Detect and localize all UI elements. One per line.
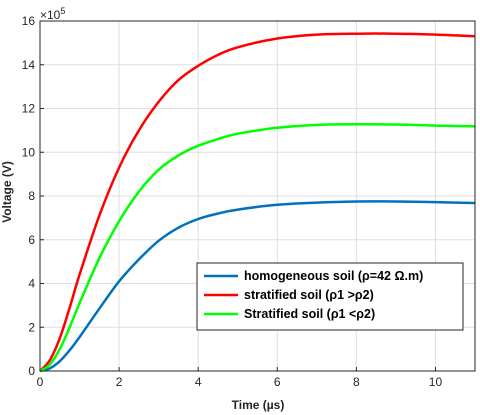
y-tick-label: 10 (22, 145, 36, 159)
x-tick-label: 8 (353, 375, 360, 389)
y-tick-label: 0 (28, 364, 35, 378)
legend: homogeneous soil (ρ=42 Ω.m) stratified so… (196, 262, 464, 331)
grid-lines (39, 20, 475, 372)
x-tick-label: 4 (195, 375, 202, 389)
y-tick-label: 16 (22, 14, 36, 28)
y-tick-label: 6 (28, 233, 35, 247)
x-axis-title: Time (µs) (232, 398, 285, 412)
y-axis-title: Voltage (V) (0, 161, 14, 223)
series-line-stratified-low (39, 123, 476, 373)
series-line-homogeneous (39, 200, 476, 373)
series-lines (39, 32, 476, 373)
series-line-stratified-high (39, 32, 476, 372)
y-tick-label: 14 (22, 58, 36, 72)
x-tick-label: 6 (274, 375, 281, 389)
y-axis-exponent-label: ×105 (40, 6, 65, 22)
y-tick-label: 12 (22, 102, 36, 116)
x-tick-label: 2 (116, 375, 123, 389)
legend-label-stratified-high: stratified soil (ρ1 >ρ2) (244, 288, 374, 302)
legend-box (196, 262, 464, 331)
y-tick-label: 8 (28, 189, 35, 203)
legend-label-stratified-low: Stratified soil (ρ1 <ρ2) (244, 307, 375, 321)
legend-label-homogeneous: homogeneous soil (ρ=42 Ω.m) (244, 269, 423, 283)
y-tick-label: 2 (28, 320, 35, 334)
axis-ticks: 0 2 4 6 8 10 0 2 4 6 8 10 12 14 16 (22, 14, 443, 389)
y-tick-label: 4 (28, 277, 35, 291)
x-tick-label: 10 (429, 375, 443, 389)
x-tick-label: 0 (37, 375, 44, 389)
